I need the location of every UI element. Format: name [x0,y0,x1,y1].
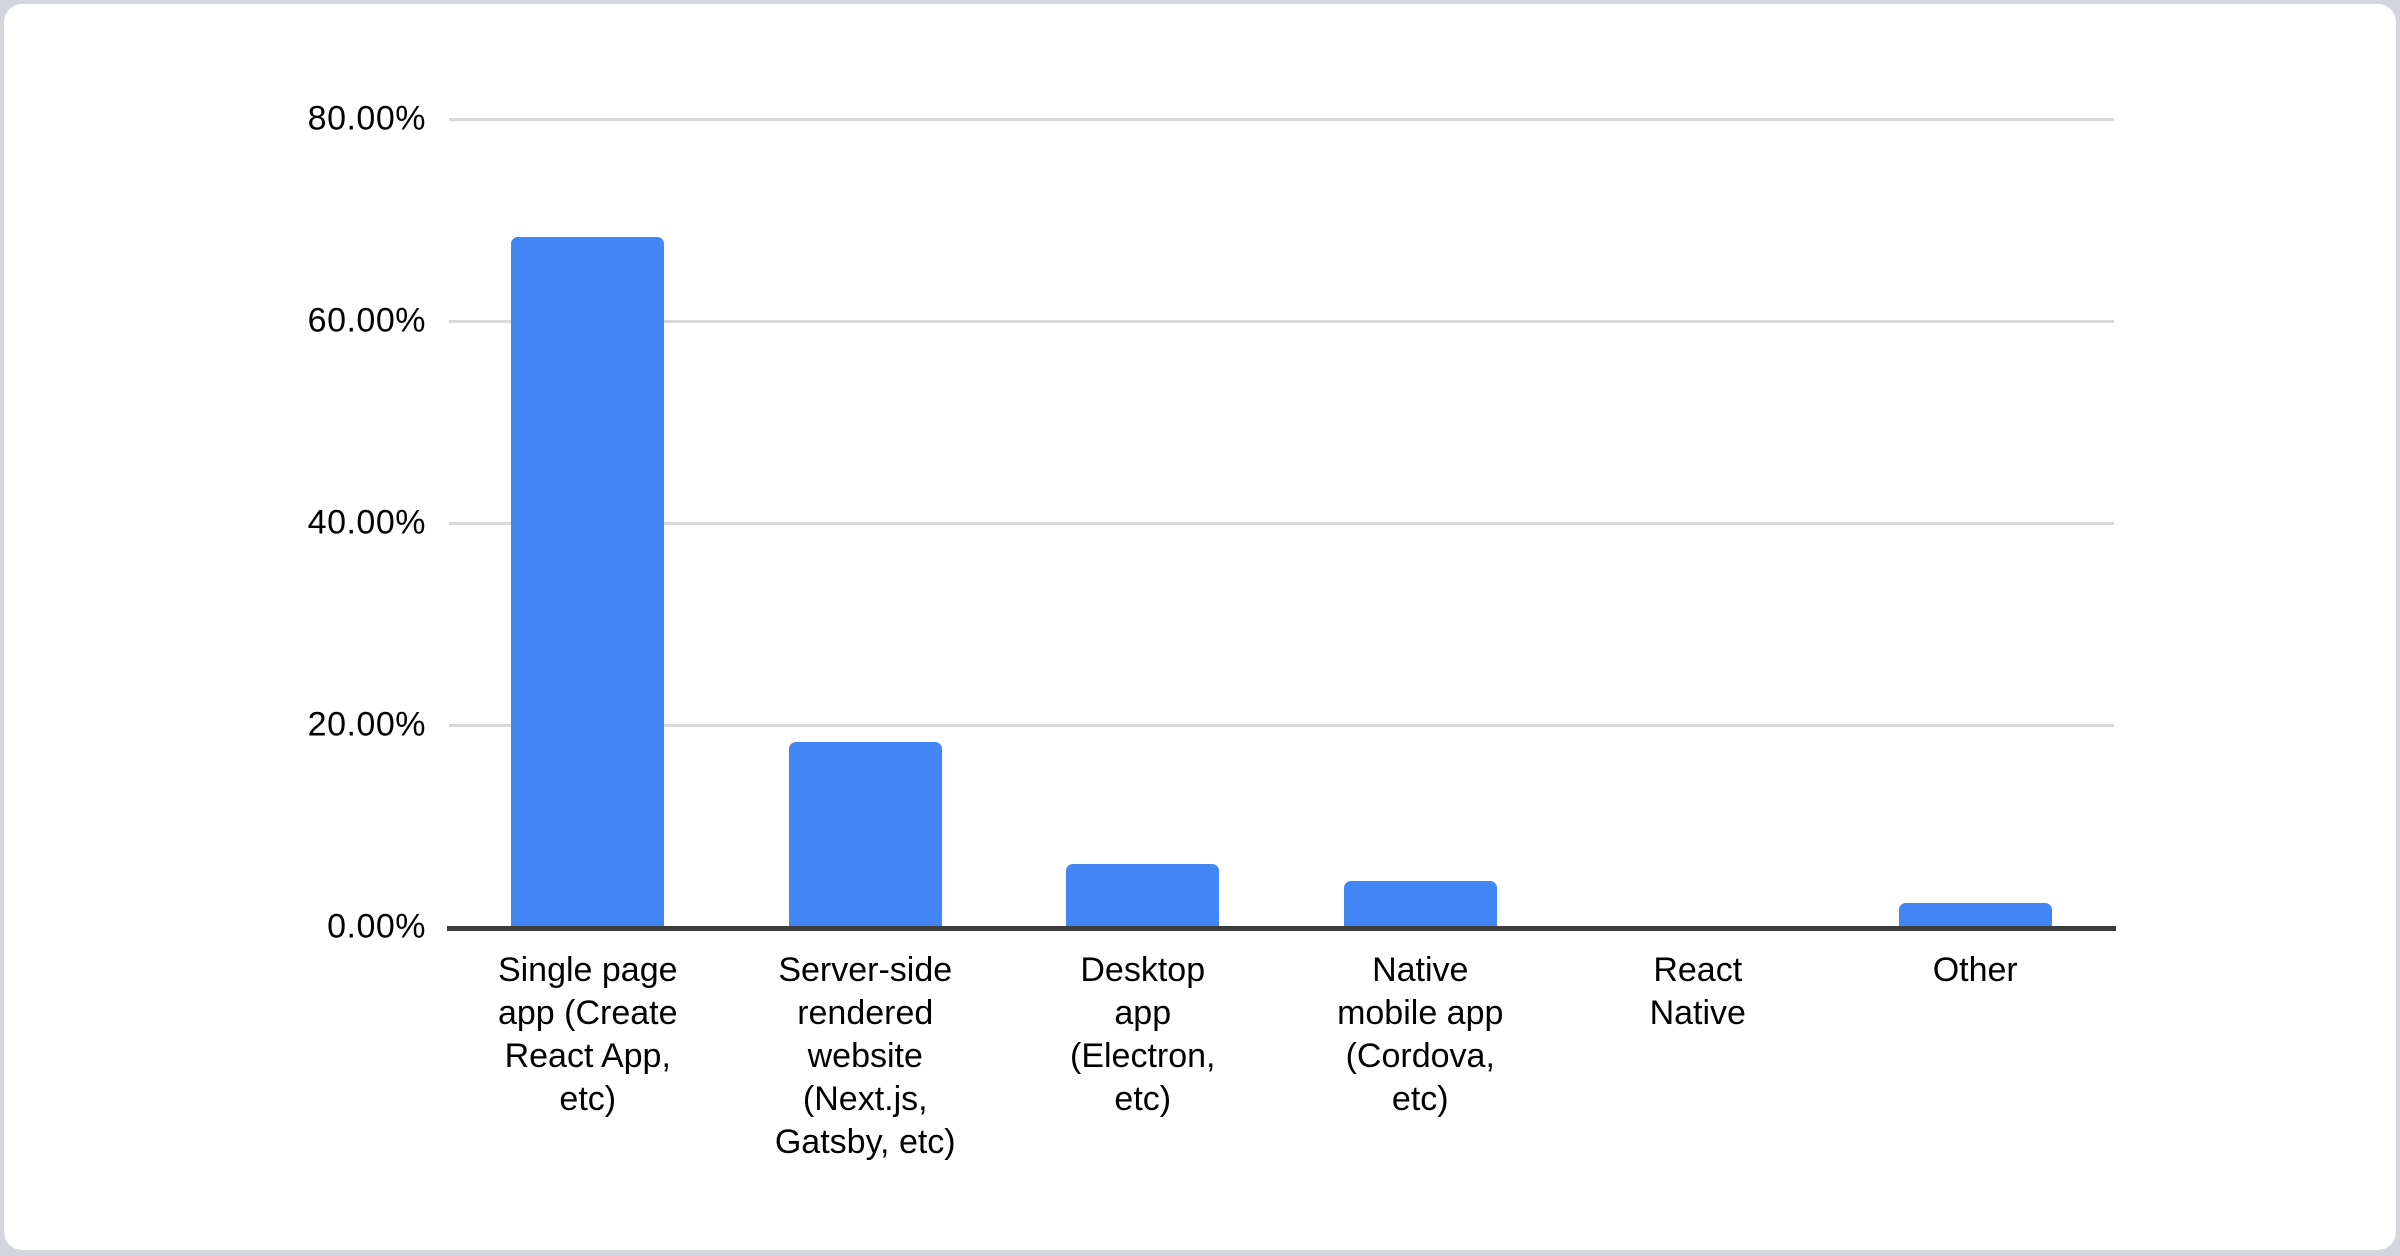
bar-1[interactable] [511,237,665,927]
bar-2[interactable] [788,742,942,927]
chart-card: 80.00% 60.00% 40.00% 20.00% 0.00% Single pag… [4,4,2396,1250]
bar-chart: 80.00% 60.00% 40.00% 20.00% 0.00% Single pag… [4,4,2396,1250]
bar-4[interactable] [1343,880,1497,927]
gridline [449,522,2114,525]
bar-slot [727,119,1005,927]
bar-slot [449,119,727,927]
x-axis-baseline [447,926,2116,931]
gridline [449,118,2114,121]
category-label: Other [1932,951,2018,989]
bar-slot [1559,119,1837,927]
category-label: Desktop app (Electron, etc) [1070,951,1216,1118]
category-label: Single page app (Create React App, etc) [497,951,678,1118]
bar-slot [1837,119,2115,927]
gridline [449,320,2114,323]
plot-area [447,118,2116,931]
category-label: Native mobile app (Cordova, etc) [1337,951,1504,1118]
bar-3[interactable] [1066,864,1220,927]
bar-slot [1004,119,1282,927]
gridline [449,724,2114,727]
category-label: Server-side rendered website (Next.js, G… [774,951,956,1161]
y-tick-label: 60.00% [307,301,426,340]
bars-container [449,119,2114,927]
y-tick-label: 20.00% [307,705,426,744]
bar-6[interactable] [1898,902,2052,927]
y-tick-label: 40.00% [307,503,426,542]
category-label: React Native [1649,951,1746,1032]
y-tick-label: 0.00% [327,907,426,946]
x-axis-labels: Single page app (Create React App, etc) S… [449,949,2114,1164]
y-tick-label: 80.00% [307,99,426,138]
bar-slot [1282,119,1560,927]
y-axis: 80.00% 60.00% 40.00% 20.00% 0.00% [4,100,426,946]
